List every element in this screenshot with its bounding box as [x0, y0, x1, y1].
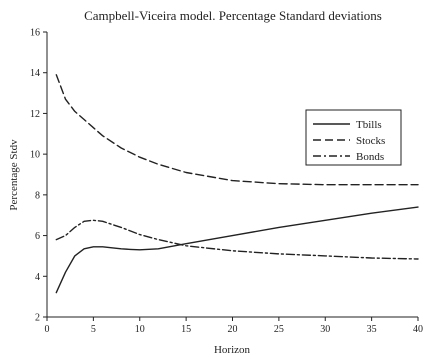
x-tick-label: 5 [91, 324, 96, 335]
x-tick-label: 30 [320, 324, 330, 335]
y-tick-label: 6 [35, 231, 40, 242]
x-tick-label: 20 [228, 324, 238, 335]
legend: Tbills Stocks Bonds [305, 109, 402, 166]
y-tick-label: 12 [30, 109, 40, 120]
y-tick-label: 4 [35, 272, 40, 283]
legend-box [305, 109, 402, 166]
x-tick-label: 35 [367, 324, 377, 335]
legend-label-stocks: Stocks [356, 135, 385, 147]
chart-title: Campbell-Viceira model. Percentage Stand… [84, 8, 382, 23]
x-tick-label: 10 [135, 324, 145, 335]
y-axis-ticks: 2 4 6 8 10 12 14 16 [30, 28, 47, 324]
x-tick-label: 25 [274, 324, 284, 335]
x-axis-title: Horizon [214, 344, 251, 356]
y-tick-label: 8 [35, 190, 40, 201]
series-line-bonds [55, 219, 419, 260]
series-lines [55, 74, 419, 294]
x-tick-label: 0 [45, 324, 50, 335]
legend-label-tbills: Tbills [356, 119, 382, 131]
y-axis-title: Percentage Stdv [8, 139, 20, 211]
y-tick-label: 14 [30, 68, 40, 79]
x-tick-label: 40 [413, 324, 423, 335]
y-tick-label: 16 [30, 28, 40, 39]
legend-label-bonds: Bonds [356, 151, 384, 163]
y-tick-label: 10 [30, 150, 40, 161]
series-line-tbills [55, 206, 419, 294]
series-line-stocks [55, 74, 419, 186]
y-tick-label: 2 [35, 313, 40, 324]
x-axis-ticks: 0 5 10 15 20 25 30 35 40 [45, 317, 423, 335]
x-tick-label: 15 [181, 324, 191, 335]
